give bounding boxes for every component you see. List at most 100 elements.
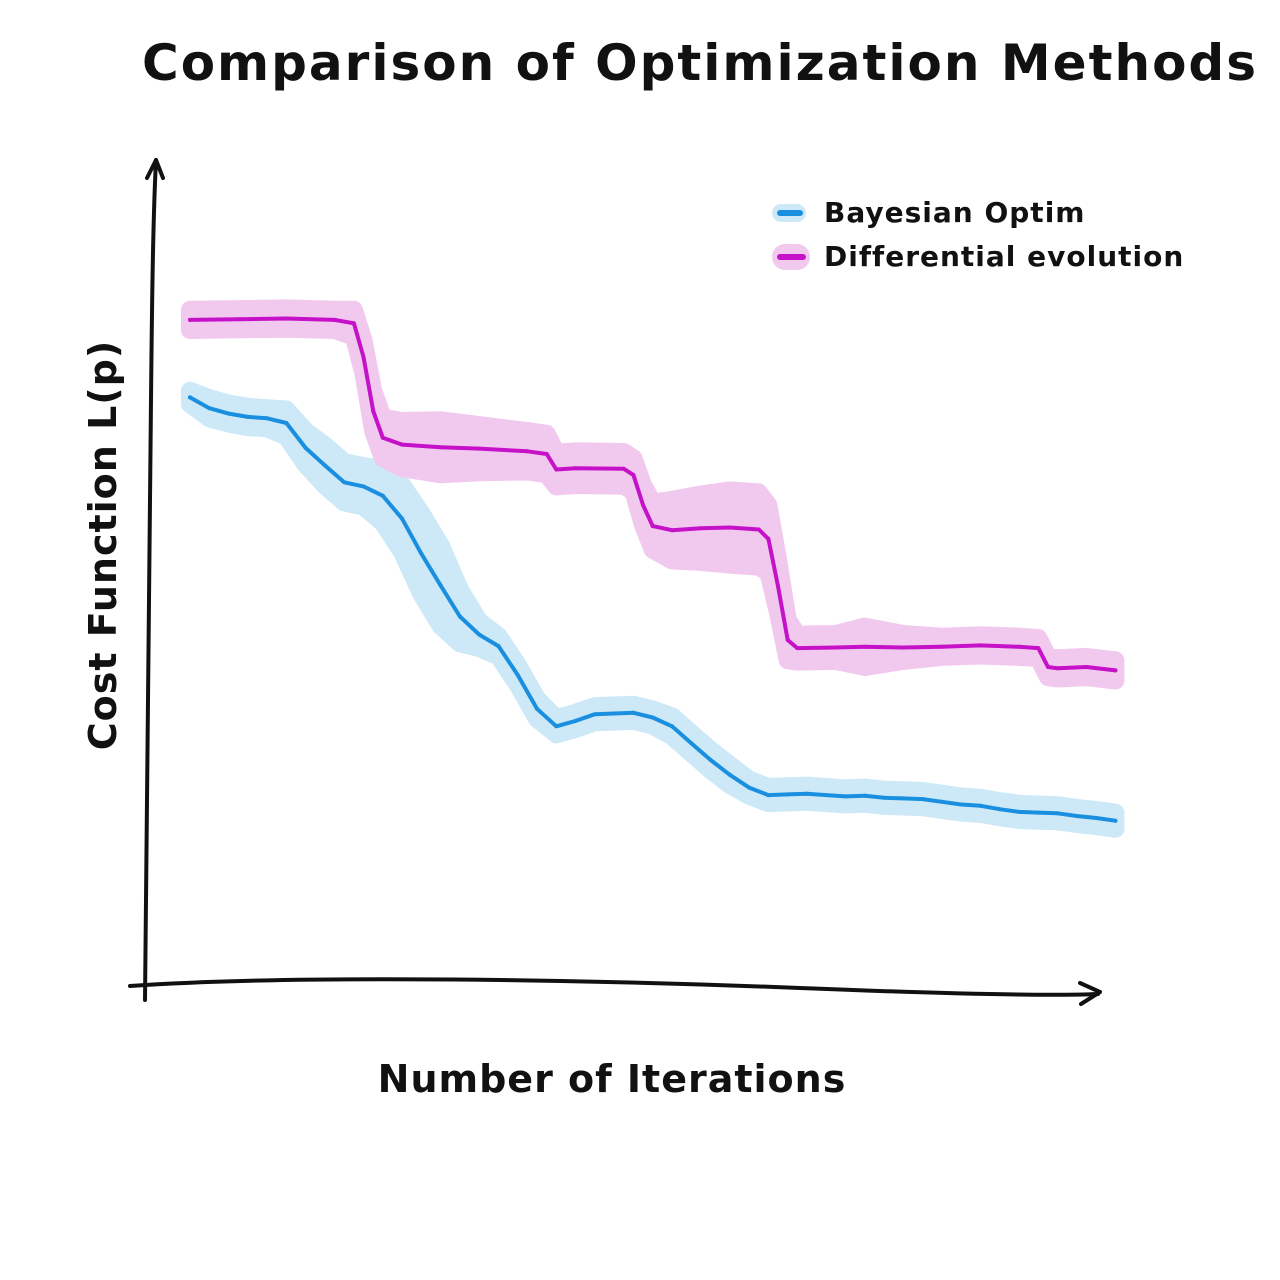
point-bayesian-optim-24 [650,715,655,720]
point-bayesian-optim-3 [245,414,250,419]
point-differential-evolution-8 [400,442,405,447]
point-bayesian-optim-2 [226,411,231,416]
point-differential-evolution-17 [641,503,646,508]
point-differential-evolution-29 [901,645,906,650]
point-differential-evolution-9 [438,445,443,450]
point-differential-evolution-24 [776,584,780,589]
point-differential-evolution-4 [351,321,356,326]
point-bayesian-optim-11 [400,516,405,521]
point-differential-evolution-11 [525,449,530,454]
y-axis-arrowhead [145,158,165,180]
point-bayesian-optim-10 [380,493,385,498]
point-differential-evolution-19 [670,528,674,533]
point-differential-evolution-6 [371,408,376,413]
point-bayesian-optim-1 [207,406,212,411]
point-differential-evolution-12 [544,452,549,456]
point-differential-evolution-20 [698,526,703,531]
chart-title: Comparison of Optimization Methods [142,34,1258,92]
series-lines [188,316,1118,823]
point-bayesian-optim-14 [457,614,462,619]
confidence-bands [181,299,1125,838]
point-bayesian-optim-29 [747,785,752,790]
point-differential-evolution-3 [332,317,337,322]
point-bayesian-optim-19 [554,724,559,729]
point-bayesian-optim-5 [284,421,289,425]
point-differential-evolution-30 [939,644,944,649]
point-bayesian-optim-25 [670,724,674,729]
point-bayesian-optim-28 [727,772,732,777]
point-bayesian-optim-37 [901,796,906,801]
point-differential-evolution-28 [862,644,867,649]
band-bayesian-optim [181,381,1125,838]
point-differential-evolution-2 [284,316,289,321]
point-bayesian-optim-46 [1074,814,1079,818]
point-bayesian-optim-43 [1017,809,1021,814]
point-bayesian-optim-45 [1055,811,1060,816]
point-differential-evolution-37 [1113,668,1118,673]
point-differential-evolution-0 [188,317,192,322]
point-bayesian-optim-13 [438,583,443,588]
point-bayesian-optim-32 [805,791,809,796]
point-differential-evolution-23 [766,536,771,541]
y-axis-line [143,158,158,1002]
point-bayesian-optim-18 [535,706,539,711]
point-bayesian-optim-9 [361,484,366,489]
point-bayesian-optim-12 [419,551,424,556]
point-differential-evolution-21 [727,525,732,530]
point-differential-evolution-16 [631,472,636,477]
point-bayesian-optim-34 [843,794,848,799]
point-bayesian-optim-41 [978,803,983,808]
point-bayesian-optim-33 [824,793,829,798]
point-differential-evolution-15 [621,466,626,471]
legend-label-bayesian-optim: Bayesian Optim [824,196,1085,229]
point-differential-evolution-36 [1084,665,1089,669]
point-differential-evolution-13 [554,467,559,472]
legend-item-bayesian-optim: Bayesian Optim [772,196,1085,229]
point-differential-evolution-5 [361,355,366,359]
point-bayesian-optim-22 [612,711,617,716]
x-axis-line [128,977,1100,997]
point-bayesian-optim-48 [1113,818,1118,823]
point-bayesian-optim-35 [862,793,867,798]
legend-label-differential-evolution: Differential evolution [824,240,1184,273]
point-differential-evolution-22 [756,527,761,532]
point-differential-evolution-1 [236,317,241,322]
point-bayesian-optim-21 [592,712,597,717]
point-differential-evolution-14 [573,466,578,471]
point-bayesian-optim-38 [920,797,925,802]
point-bayesian-optim-26 [689,741,694,746]
point-bayesian-optim-8 [342,480,347,485]
axes [128,158,1102,1006]
point-differential-evolution-10 [477,446,482,451]
point-bayesian-optim-0 [188,395,192,400]
point-differential-evolution-32 [1017,644,1021,649]
point-bayesian-optim-7 [323,463,327,468]
point-bayesian-optim-20 [573,718,578,723]
point-differential-evolution-31 [978,643,983,648]
point-bayesian-optim-17 [515,673,520,678]
point-differential-evolution-33 [1036,646,1041,651]
point-bayesian-optim-36 [882,795,887,800]
point-bayesian-optim-47 [1094,816,1099,820]
point-bayesian-optim-31 [785,792,790,797]
point-bayesian-optim-16 [496,644,501,649]
point-differential-evolution-34 [1046,665,1050,669]
point-bayesian-optim-42 [997,807,1002,812]
band-differential-evolution [181,299,1125,690]
point-bayesian-optim-27 [708,758,713,762]
point-bayesian-optim-15 [477,632,482,637]
legend: Bayesian Optim Differential evolution [772,196,1184,273]
point-differential-evolution-18 [650,524,655,529]
point-differential-evolution-27 [833,645,838,650]
point-bayesian-optim-6 [303,446,308,450]
line-differential-evolution [188,316,1118,673]
point-differential-evolution-7 [380,435,385,440]
point-bayesian-optim-23 [631,710,636,715]
point-bayesian-optim-4 [265,416,270,421]
legend-item-differential-evolution: Differential evolution [772,240,1184,273]
point-differential-evolution-26 [795,646,800,651]
point-differential-evolution-25 [785,638,790,642]
y-axis-label: Cost Function L(p) [81,340,125,750]
x-axis-arrowhead [1078,981,1102,1006]
point-bayesian-optim-44 [1036,810,1041,815]
